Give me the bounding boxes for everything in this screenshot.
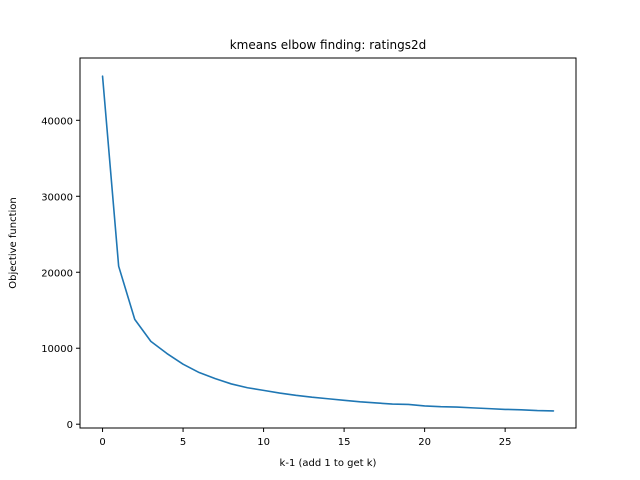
x-tick-label: 15 (338, 437, 351, 448)
y-tick-label: 40000 (41, 116, 73, 127)
axes-frame (79, 57, 577, 429)
chart-title: kmeans elbow finding: ratings2d (230, 38, 427, 52)
plot-area (101, 75, 555, 412)
y-axis-label: Objective function (8, 197, 19, 288)
x-tick-label: 25 (499, 437, 512, 448)
x-tick-label: 5 (180, 437, 186, 448)
x-axis-label: k-1 (add 1 to get k) (280, 458, 377, 469)
y-axis: 0 10000 20000 30000 40000 (41, 116, 80, 431)
x-tick-label: 20 (418, 437, 431, 448)
x-tick-label: 0 (99, 437, 105, 448)
y-tick-label: 20000 (41, 268, 73, 279)
y-tick-label: 30000 (41, 192, 73, 203)
x-axis: 0 5 10 15 20 25 (99, 428, 512, 448)
y-tick-label: 0 (67, 420, 73, 431)
series-line (101, 75, 555, 412)
x-tick-label: 10 (257, 437, 270, 448)
y-tick-label: 10000 (41, 344, 73, 355)
